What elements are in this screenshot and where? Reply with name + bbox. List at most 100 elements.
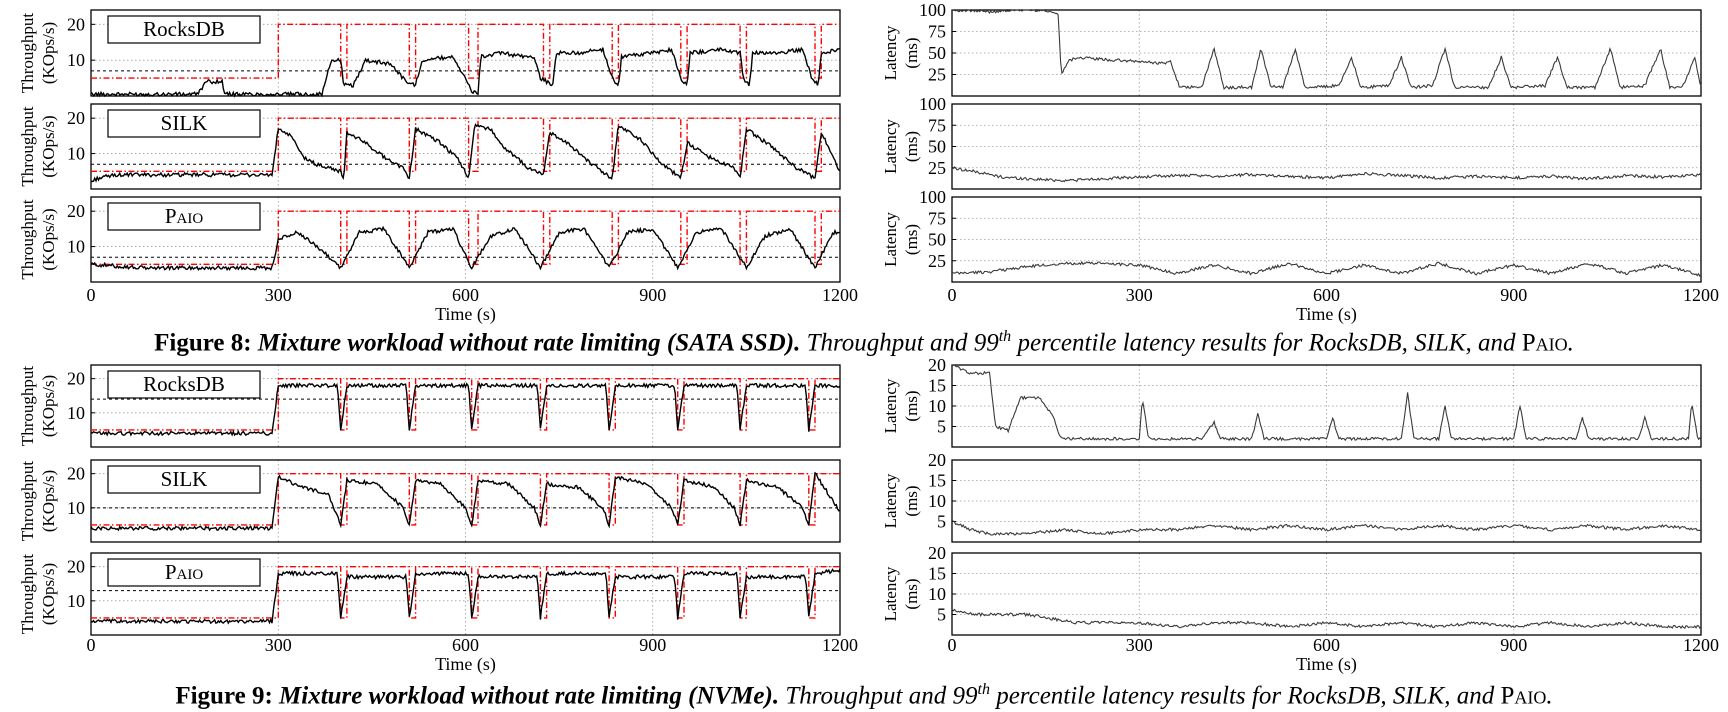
x-tick-label: 0 <box>948 285 957 305</box>
figure-8-caption: Figure 8: Mixture workload without rate … <box>0 322 1728 358</box>
system-label: Paio <box>165 204 204 228</box>
x-axis-label: Time (s) <box>435 654 496 675</box>
y-axis-label: Throughput (KOps/s) <box>18 461 58 542</box>
caption-paio: Paio <box>1500 682 1547 710</box>
y-tick-label: 10 <box>928 396 946 416</box>
y-tick-label: 20 <box>67 464 85 484</box>
y-tick-label: 20 <box>67 108 85 128</box>
caption-end: . <box>1546 682 1553 710</box>
y-tick-label: 50 <box>928 43 946 63</box>
y-axis-label-line: Throughput <box>18 554 37 635</box>
x-tick-label: 0 <box>87 285 96 305</box>
y-tick-label: 25 <box>928 251 946 271</box>
y-axis-label: Latency (ms) <box>881 566 921 621</box>
series-line <box>90 46 841 98</box>
system-label-box <box>107 558 261 587</box>
caption-number: Figure 9: <box>175 682 273 710</box>
x-tick-label: 1200 <box>1683 635 1719 655</box>
caption-text-b: percentile latency results for RocksDB, … <box>996 682 1495 710</box>
x-axis-label: Time (s) <box>1296 304 1357 325</box>
y-axis-label-line: (KOps/s) <box>39 563 58 625</box>
y-tick-label: 75 <box>928 208 946 228</box>
rate-reference-line <box>91 23 840 79</box>
caption-text-b: percentile latency results for RocksDB, … <box>1017 329 1516 357</box>
y-tick-label: 20 <box>928 543 946 563</box>
x-axis-label: Time (s) <box>1296 654 1357 675</box>
caption-title: Mixture workload without rate limiting (… <box>257 329 801 357</box>
series-line <box>951 520 1702 536</box>
y-axis-label-line: Latency <box>881 212 900 267</box>
y-tick-label: 10 <box>67 237 85 257</box>
throughput-panel-3: 10 20 Throughput (KOps/s) Paio 0 300 600 900 1200… <box>18 196 858 325</box>
y-tick-label: 15 <box>928 564 946 584</box>
caption-end: . <box>1567 329 1574 357</box>
y-tick-label: 50 <box>928 230 946 250</box>
y-axis-label-line: Throughput <box>18 461 37 542</box>
caption-text-a: Throughput and 99 <box>806 329 999 357</box>
y-axis-label-line: (KOps/s) <box>39 208 58 270</box>
system-label: RocksDB <box>143 17 225 41</box>
y-axis-label-line: Latency <box>881 378 900 433</box>
x-tick-label: 900 <box>639 635 666 655</box>
y-tick-label: 20 <box>67 201 85 221</box>
y-tick-label: 75 <box>928 115 946 135</box>
system-label: RocksDB <box>143 372 225 396</box>
y-tick-label: 100 <box>919 187 946 207</box>
x-axis-label: Time (s) <box>435 304 496 325</box>
rate-reference-line <box>91 566 840 619</box>
y-axis-label-line: (KOps/s) <box>39 375 58 437</box>
x-tick-label: 900 <box>1500 635 1527 655</box>
caption-sup: th <box>977 681 990 698</box>
system-label: SILK <box>161 111 208 135</box>
y-tick-label: 100 <box>919 0 946 20</box>
plot-frame <box>90 103 841 190</box>
y-axis-label: Throughput (KOps/s) <box>18 554 58 635</box>
y-tick-label: 20 <box>67 369 85 389</box>
y-tick-label: 10 <box>67 144 85 164</box>
y-tick-label: 20 <box>67 14 85 34</box>
x-tick-label: 1200 <box>1683 285 1719 305</box>
y-tick-label: 25 <box>928 158 946 178</box>
system-label-box <box>107 15 261 44</box>
system-label-box <box>107 109 261 138</box>
y-tick-label: 25 <box>928 65 946 85</box>
x-tick-label: 300 <box>1126 635 1153 655</box>
y-axis-label-line: Throughput <box>18 366 37 447</box>
y-axis-label: Throughput (KOps/s) <box>18 106 58 187</box>
system-label: Paio <box>165 560 204 584</box>
system-label-box <box>107 370 261 399</box>
y-axis-label: Latency (ms) <box>881 25 921 80</box>
y-tick-label: 10 <box>67 403 85 423</box>
throughput-panel-2: 10 20 Throughput (KOps/s) SILK <box>18 459 841 543</box>
y-axis-label: Throughput (KOps/s) <box>18 199 58 280</box>
y-axis-label-line: (ms) <box>902 578 921 609</box>
y-axis-label-line: (ms) <box>902 37 921 68</box>
x-tick-label: 0 <box>948 635 957 655</box>
caption-number: Figure 8: <box>154 329 252 357</box>
y-axis-label-line: Latency <box>881 25 900 80</box>
grid-lines <box>952 103 1701 189</box>
series-line <box>90 225 841 272</box>
y-tick-label: 50 <box>928 137 946 157</box>
throughput-panel-1: 10 20 Throughput (KOps/s) RocksDB <box>18 364 841 448</box>
y-axis-label: Throughput (KOps/s) <box>18 13 58 94</box>
y-tick-label: 15 <box>928 471 946 491</box>
y-axis-label-line: (KOps/s) <box>39 22 58 84</box>
x-tick-label: 1200 <box>822 285 858 305</box>
y-axis-label-line: Latency <box>881 566 900 621</box>
y-tick-label: 10 <box>67 50 85 70</box>
y-tick-label: 5 <box>937 417 946 437</box>
series-line <box>951 166 1702 183</box>
grid-lines <box>952 364 1701 447</box>
series-line <box>951 608 1702 630</box>
x-tick-label: 300 <box>265 635 292 655</box>
plot-frame <box>90 552 841 636</box>
y-axis-label-line: (KOps/s) <box>39 115 58 177</box>
series-line <box>90 382 841 437</box>
plot-frame <box>90 9 841 97</box>
x-tick-label: 600 <box>1313 635 1340 655</box>
x-tick-label: 1200 <box>822 635 858 655</box>
y-tick-label: 20 <box>928 450 946 470</box>
